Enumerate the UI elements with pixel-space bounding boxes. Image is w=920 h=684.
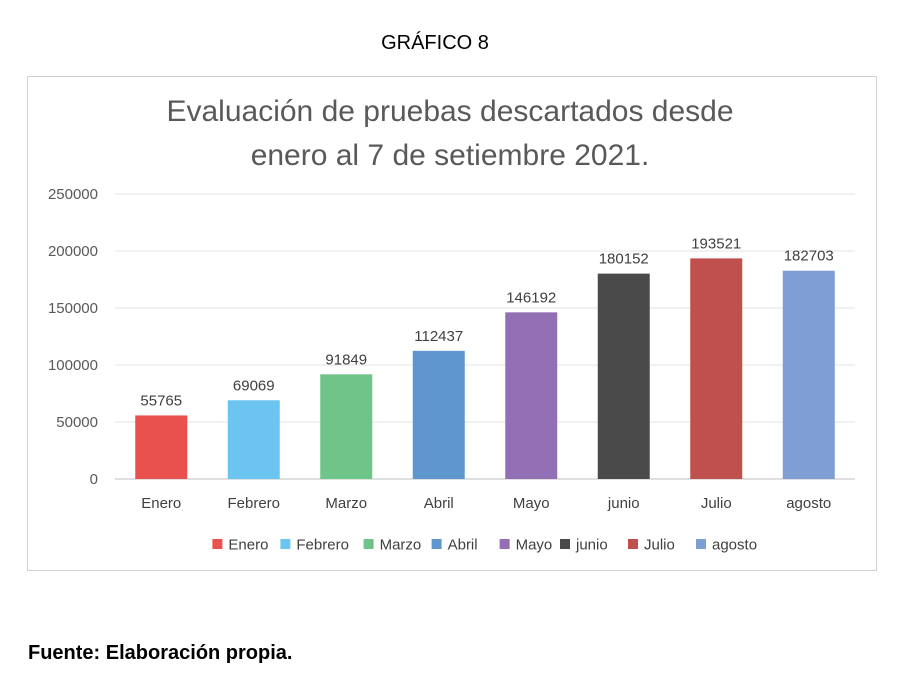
data-label: 69069 bbox=[233, 377, 275, 394]
legend-entry: Abril bbox=[448, 537, 478, 554]
x-tick-label: junio bbox=[607, 495, 640, 512]
data-label: 55765 bbox=[140, 392, 182, 409]
y-tick-label: 100000 bbox=[48, 357, 98, 374]
bar-mayo bbox=[505, 312, 558, 479]
y-tick-label: 50000 bbox=[56, 414, 98, 431]
chart-title: Evaluación de pruebas descartados desde … bbox=[166, 95, 734, 172]
bar-agosto bbox=[782, 270, 835, 479]
bar-enero bbox=[135, 415, 188, 479]
y-tick-label: 0 bbox=[90, 471, 98, 488]
legend-entry: Enero bbox=[228, 537, 268, 554]
legend-swatch bbox=[560, 539, 570, 549]
legend-entry: Mayo bbox=[516, 537, 553, 554]
data-label: 146192 bbox=[506, 289, 556, 306]
source-footnote: Fuente: Elaboración propia. bbox=[28, 642, 293, 664]
data-label: 182703 bbox=[784, 248, 834, 265]
y-tick-label: 250000 bbox=[48, 186, 98, 203]
legend-entry: Julio bbox=[644, 537, 675, 554]
x-tick-label: Abril bbox=[424, 495, 454, 512]
data-label: 193521 bbox=[691, 235, 741, 252]
bar-abril bbox=[412, 350, 465, 479]
legend-swatch bbox=[280, 539, 291, 549]
x-tick-label: Enero bbox=[141, 495, 181, 512]
x-tick-label: Julio bbox=[701, 495, 732, 512]
bar-chart: 0 50000 100000 150000 200000 250000 55765 Enero… bbox=[48, 186, 855, 554]
legend-swatch bbox=[696, 539, 706, 549]
x-tick-label: Mayo bbox=[513, 495, 550, 512]
legend-entry: Febrero bbox=[296, 537, 349, 554]
data-label: 112437 bbox=[414, 328, 463, 345]
data-label: 180152 bbox=[599, 251, 649, 268]
legend-swatch bbox=[431, 539, 442, 549]
legend-swatch bbox=[499, 539, 510, 549]
x-tick-label: Marzo bbox=[325, 495, 367, 512]
bar-marzo bbox=[320, 374, 373, 479]
legend-entry: Marzo bbox=[380, 537, 422, 554]
bar-febrero bbox=[227, 400, 280, 479]
legend-entry: junio bbox=[575, 537, 608, 554]
data-label: 91849 bbox=[325, 351, 367, 368]
y-tick-label: 150000 bbox=[48, 300, 98, 317]
x-tick-label: Febrero bbox=[227, 495, 280, 512]
figure-heading: GRÁFICO 8 bbox=[381, 32, 489, 54]
legend-swatch bbox=[628, 539, 638, 549]
legend-swatch bbox=[212, 539, 223, 549]
x-tick-label: agosto bbox=[786, 495, 831, 512]
legend-swatch bbox=[363, 539, 374, 549]
bar-junio bbox=[597, 273, 650, 479]
y-tick-label: 200000 bbox=[48, 243, 98, 260]
bar-julio bbox=[690, 258, 743, 479]
legend-entry: agosto bbox=[712, 537, 757, 554]
